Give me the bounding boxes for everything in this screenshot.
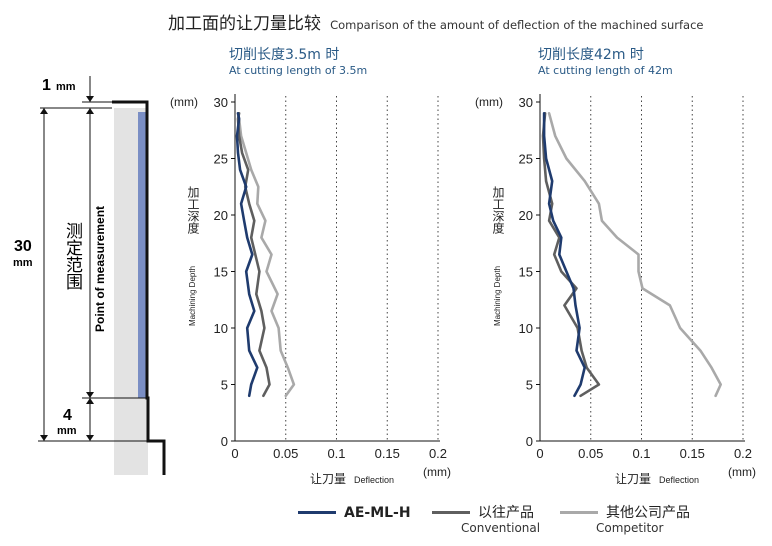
left-y-tick-label-0: 0 [221, 434, 228, 449]
right-y-tick-label-5: 25 [519, 152, 533, 167]
panel-caption-left: 切削长度3.5m 时 At cutting length of 3.5m [229, 47, 367, 78]
left-series-line-competitor [236, 112, 296, 398]
left-y-axis-label-cn: 加工深度 [186, 186, 200, 234]
tool-profile-line [112, 100, 166, 475]
left-y-tick-label-5: 25 [214, 152, 228, 167]
right-x-tick-label-1: 0.05 [578, 446, 603, 461]
dim-bottom-value: 4 [63, 407, 72, 424]
dim-range-arrow-bottom [86, 392, 94, 398]
legend-item-conventional: 以往产品 [478, 502, 534, 522]
dim-range-arrow-top [86, 108, 94, 114]
chart-main-title: 加工面的让刀量比较 Comparison of the amount of de… [168, 9, 703, 34]
range-label-en: Point of measurement [93, 206, 107, 332]
right-y-tick-label-4: 20 [519, 208, 533, 223]
right-y-tick-label-3: 15 [519, 265, 533, 280]
dim-1mm-arrow [86, 96, 94, 102]
left-x-axis-label-en: Deflection [354, 475, 394, 485]
legend-sub-conventional: Conventional [461, 521, 541, 535]
left-x-tick-label-4: 0.2 [429, 446, 447, 461]
dim-4mm-arrow-bottom [86, 435, 94, 441]
left-y-tick-label-1: 5 [221, 378, 228, 393]
legend-label-conventional: 以往产品 [478, 505, 534, 521]
right-x-unit-label: (mm) [728, 465, 756, 479]
legend-label-competitor: 其他公司产品 [606, 505, 690, 521]
legend-label-ae-ml-h: AE-ML-H [344, 505, 411, 521]
main-title-en: Comparison of the amount of deflection o… [330, 18, 704, 32]
panel-caption-right: 切削长度42m 时 At cutting length of 42m [538, 47, 673, 78]
left-x-tick-label-0: 0 [231, 446, 238, 461]
panel-right-title-cn: 切削长度42m 时 [538, 47, 644, 63]
dim-span-value: 30 [14, 238, 32, 255]
left-y-axis-label-en: Machining Depth [188, 266, 197, 326]
right-y-tick-label-1: 5 [526, 378, 533, 393]
left-y-tick-label-4: 20 [214, 208, 228, 223]
range-label-cn: 测定范围 [62, 222, 83, 290]
left-series-line-conventional [236, 112, 271, 398]
dim-top-unit: mm [56, 81, 76, 93]
panel-left-title-en: At cutting length of 3.5m [229, 64, 368, 77]
right-series-line-conventional [541, 112, 601, 398]
right-series-line-competitor [547, 112, 723, 398]
right-x-axis-label-en: Deflection [659, 475, 699, 485]
right-x-tick-label-3: 0.15 [680, 446, 705, 461]
main-title-cn: 加工面的让刀量比较 [168, 14, 321, 34]
legend-item-ae-ml-h: AE-ML-H [344, 502, 411, 521]
left-y-unit-label: (mm) [170, 95, 198, 109]
right-x-tick-label-4: 0.2 [734, 446, 752, 461]
right-y-tick-label-2: 10 [519, 321, 533, 336]
left-x-unit-label: (mm) [423, 465, 451, 479]
right-x-axis-label-cn: 让刀量 [615, 472, 651, 486]
measured-surface-bar [138, 112, 147, 398]
legend-line-competitor [560, 511, 598, 514]
left-x-tick-label-2: 0.1 [327, 446, 345, 461]
panel-left-title-cn: 切削长度3.5m 时 [229, 47, 340, 63]
right-x-tick-label-0: 0 [536, 446, 543, 461]
dim-top-value: 1 [42, 77, 51, 94]
legend-item-competitor: 其他公司产品 [606, 502, 690, 522]
right-y-axis-label-cn: 加工深度 [491, 186, 505, 234]
right-y-tick-label-0: 0 [526, 434, 533, 449]
left-y-tick-label-3: 15 [214, 265, 228, 280]
left-x-axis-label-cn: 让刀量 [310, 472, 346, 486]
right-y-unit-label: (mm) [475, 95, 503, 109]
dim-30mm-arrow-bottom [40, 435, 48, 441]
dim-30mm-arrow-top [40, 108, 48, 114]
right-y-tick-label-6: 30 [519, 95, 533, 110]
dim-bottom-unit: mm [57, 425, 77, 437]
left-y-tick-label-6: 30 [214, 95, 228, 110]
panel-right-title-en: At cutting length of 42m [538, 64, 673, 77]
dim-4mm-arrow-top [86, 398, 94, 404]
left-x-tick-label-1: 0.05 [273, 446, 298, 461]
right-x-tick-label-2: 0.1 [632, 446, 650, 461]
dim-span-unit: mm [13, 257, 33, 269]
right-series-line-ae-ml-h [542, 112, 587, 398]
left-series-line-ae-ml-h [235, 112, 259, 398]
left-x-tick-label-3: 0.15 [375, 446, 400, 461]
legend-sub-competitor: Competitor [596, 521, 664, 535]
right-y-axis-label-en: Machining Depth [493, 266, 502, 326]
legend-line-conventional [432, 511, 470, 514]
legend-line-ae-ml-h [298, 511, 336, 514]
left-y-tick-label-2: 10 [214, 321, 228, 336]
